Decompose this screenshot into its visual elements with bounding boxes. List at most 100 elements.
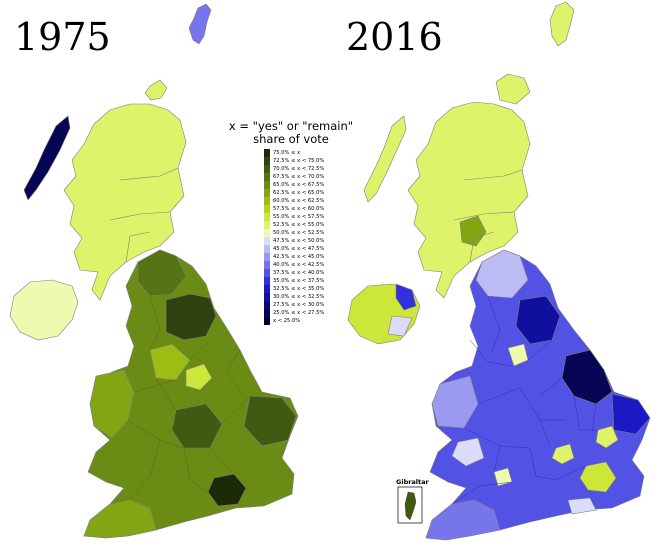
map-2016	[347, 1, 651, 541]
legend-swatch	[264, 293, 270, 301]
legend-item: 57.5% ≤ x < 60.0%	[264, 205, 356, 213]
legend-swatch	[264, 213, 270, 221]
orkney-1975	[144, 79, 168, 101]
region-darkest-north-1975	[165, 293, 217, 341]
legend-label: 57.5% ≤ x < 60.0%	[273, 206, 325, 212]
region-yellow-spot-1975	[185, 363, 213, 391]
legend-label: 47.5% ≤ x < 50.0%	[273, 238, 325, 244]
legend-label: 35.0% ≤ x < 37.5%	[273, 278, 325, 284]
legend: x = "yes" or "remain" share of vote 75.0…	[226, 120, 356, 325]
legend-item: 50.0% ≤ x < 52.5%	[264, 229, 356, 237]
legend-label: 30.0% ≤ x < 32.5%	[273, 294, 325, 300]
legend-label: 62.5% ≤ x < 65.0%	[273, 190, 325, 196]
scotland-darker-region-2016	[459, 215, 487, 247]
legend-swatch	[264, 285, 270, 293]
legend-title-line1: x = "yes" or "remain"	[228, 119, 354, 133]
legend-swatch	[264, 269, 270, 277]
legend-label: 50.0% ≤ x < 52.5%	[273, 230, 325, 236]
district-division-lines-2016	[451, 295, 598, 505]
legend-label: 32.5% ≤ x < 35.0%	[273, 286, 325, 292]
region-southwest-1975	[83, 499, 157, 539]
western-isles-2016	[363, 115, 407, 203]
legend-item: 52.5% ≤ x < 55.0%	[264, 221, 356, 229]
legend-item: 25.0% ≤ x < 27.5%	[264, 309, 356, 317]
region-east-anglia-2016	[611, 393, 651, 435]
scotland-division-lines-2016	[453, 169, 523, 263]
legend-swatch	[264, 189, 270, 197]
legend-label: x < 25.0%	[273, 318, 301, 324]
legend-item: 72.5% ≤ x < 75.0%	[264, 157, 356, 165]
legend-swatch	[264, 173, 270, 181]
legend-item: 42.5% ≤ x < 45.0%	[264, 253, 356, 261]
northern-ireland-light-2016	[387, 315, 413, 337]
legend-item: 40.0% ≤ x < 42.5%	[264, 261, 356, 269]
legend-swatch	[264, 197, 270, 205]
region-lighter-1975	[149, 343, 191, 381]
map-1975	[9, 3, 299, 539]
legend-item: 62.5% ≤ x < 65.0%	[264, 189, 356, 197]
legend-swatch	[264, 149, 270, 157]
legend-swatch	[264, 165, 270, 173]
map-title-2016: 2016	[346, 15, 443, 59]
shetland-1975	[188, 3, 212, 45]
legend-label: 65.0% ≤ x < 67.5%	[273, 182, 325, 188]
region-london-2016	[579, 461, 617, 493]
legend-label: 27.5% ≤ x < 30.0%	[273, 302, 325, 308]
region-cambridge-2016	[595, 425, 619, 449]
region-brighton-2016	[567, 497, 597, 515]
northern-ireland-1975	[9, 279, 79, 341]
legend-swatch	[264, 309, 270, 317]
legend-swatch	[264, 277, 270, 285]
legend-label: 70.0% ≤ x < 72.5%	[273, 166, 325, 172]
region-oxford-2016	[551, 443, 575, 465]
scotland-1975	[63, 103, 187, 301]
legend-item: x < 25.0%	[264, 317, 356, 325]
legend-swatch	[264, 245, 270, 253]
legend-item: 35.0% ≤ x < 37.5%	[264, 277, 356, 285]
legend-label: 45.0% ≤ x < 47.5%	[273, 246, 325, 252]
legend-label: 42.5% ≤ x < 45.0%	[273, 254, 325, 260]
legend-title-line2: share of vote	[253, 132, 329, 146]
gibraltar-shape	[404, 491, 417, 521]
legend-swatch	[264, 205, 270, 213]
gibraltar-inset	[397, 486, 423, 524]
legend-label: 25.0% ≤ x < 27.5%	[273, 310, 325, 316]
legend-label: 40.0% ≤ x < 42.5%	[273, 262, 325, 268]
scotland-2016	[407, 101, 531, 299]
legend-item: 60.0% ≤ x < 62.5%	[264, 197, 356, 205]
region-darkest-east-2016	[561, 349, 613, 405]
legend-swatch	[264, 229, 270, 237]
western-isles-1975	[23, 115, 71, 201]
northern-ireland-blue-2016	[395, 283, 417, 311]
legend-swatch	[264, 181, 270, 189]
gibraltar-label: Gibraltar	[396, 478, 429, 486]
legend-label: 55.0% ≤ x < 57.5%	[273, 214, 325, 220]
map-title-1975: 1975	[14, 15, 111, 59]
region-east-1975	[243, 395, 297, 447]
orkney-2016	[495, 73, 531, 105]
legend-item: 47.5% ≤ x < 50.0%	[264, 237, 356, 245]
shetland-2016	[549, 1, 575, 47]
legend-item: 67.5% ≤ x < 70.0%	[264, 173, 356, 181]
region-mid-north-1975	[137, 249, 187, 297]
legend-label: 67.5% ≤ x < 70.0%	[273, 174, 325, 180]
legend-item: 75.0% ≤ x	[264, 149, 356, 157]
legend-item: 37.5% ≤ x < 40.0%	[264, 269, 356, 277]
legend-item: 55.0% ≤ x < 57.5%	[264, 213, 356, 221]
legend-label: 72.5% ≤ x < 75.0%	[273, 158, 325, 164]
legend-item: 32.5% ≤ x < 35.0%	[264, 285, 356, 293]
legend-item: 65.0% ≤ x < 67.5%	[264, 181, 356, 189]
legend-item: 45.0% ≤ x < 47.5%	[264, 245, 356, 253]
legend-label: 75.0% ≤ x	[273, 150, 301, 156]
legend-list: 75.0% ≤ x 72.5% ≤ x < 75.0% 70.0% ≤ x < 72…	[264, 149, 356, 325]
legend-swatch	[264, 301, 270, 309]
legend-swatch	[264, 317, 270, 325]
county-division-lines-1975	[127, 295, 251, 501]
legend-item: 30.0% ≤ x < 32.5%	[264, 293, 356, 301]
legend-swatch	[264, 221, 270, 229]
region-light-north-2016	[475, 249, 529, 299]
legend-swatch	[264, 253, 270, 261]
legend-swatch	[264, 261, 270, 269]
legend-swatch	[264, 237, 270, 245]
